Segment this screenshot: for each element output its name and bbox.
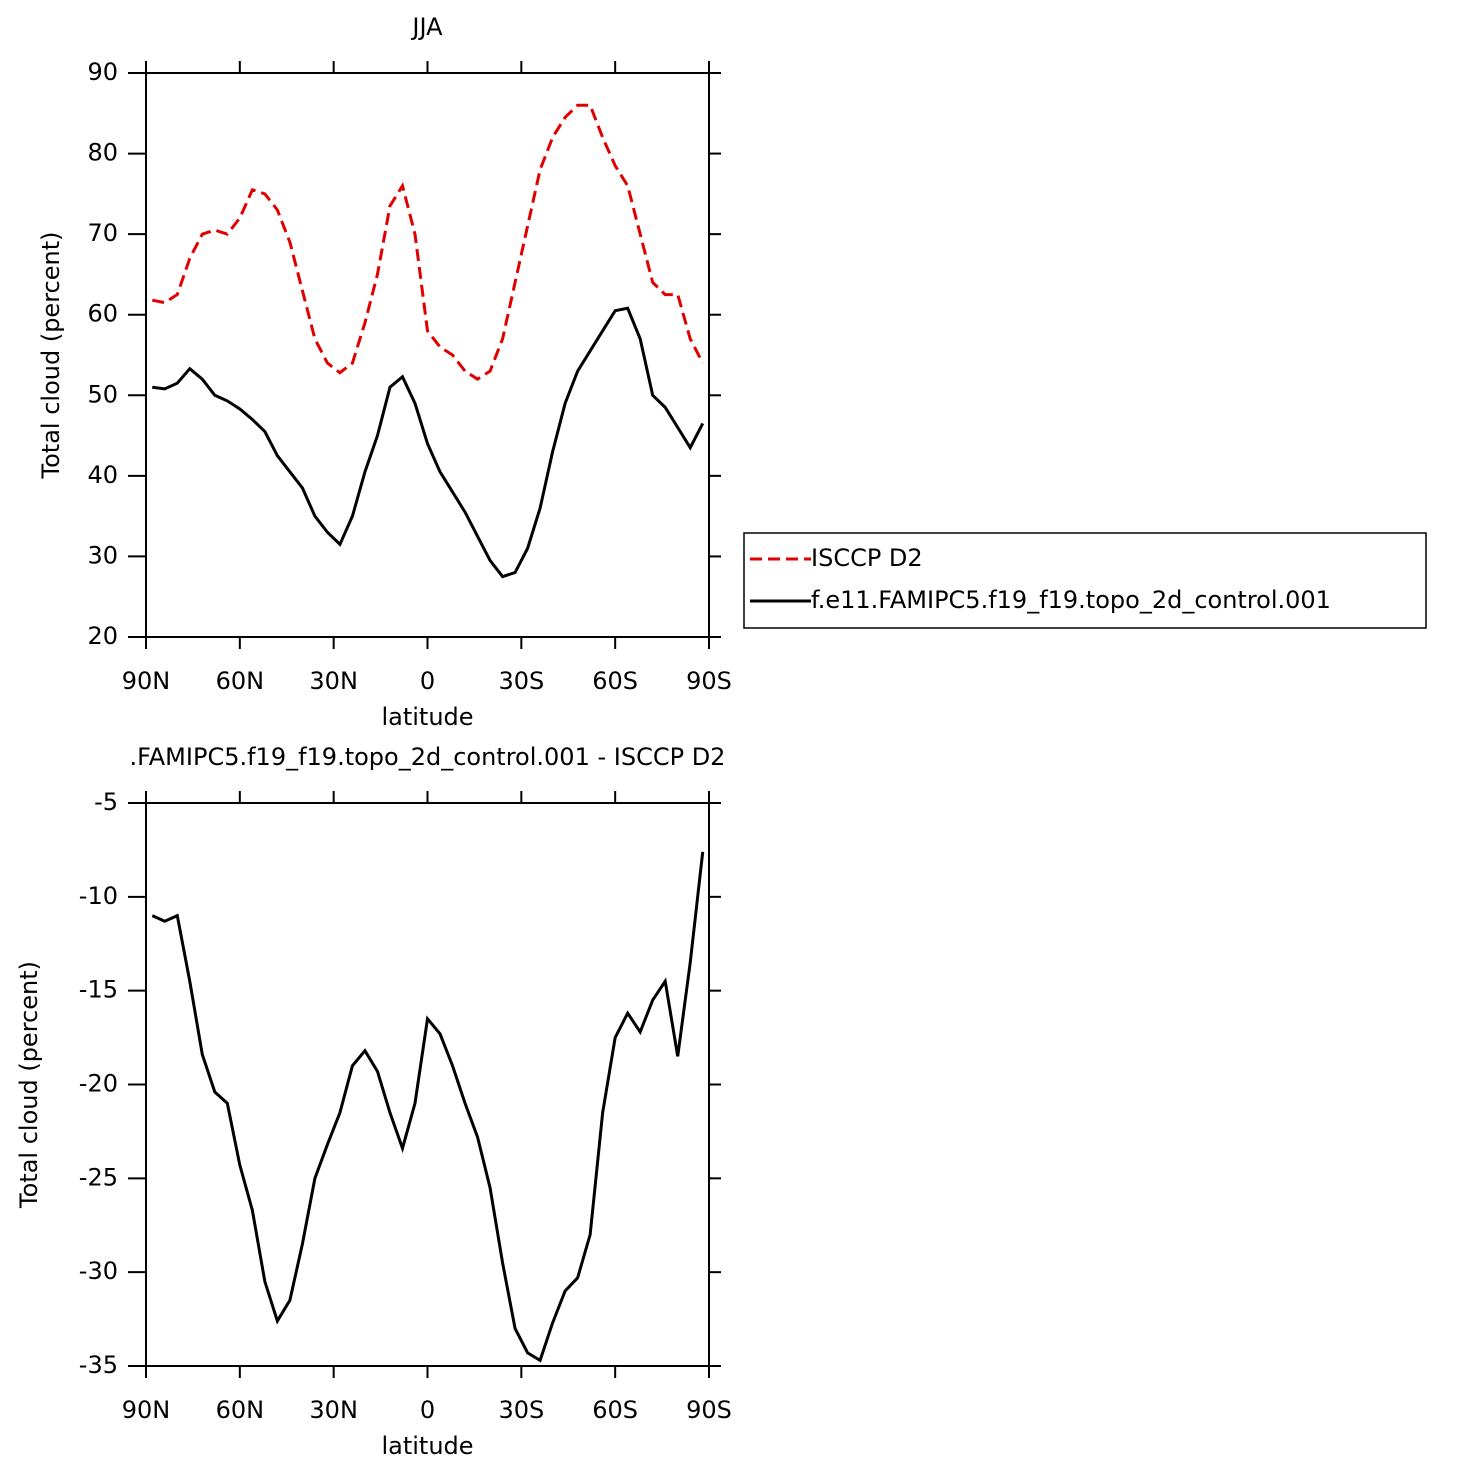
- y-tick-label: 30: [87, 541, 118, 569]
- legend-label: f.e11.FAMIPC5.f19_f19.topo_2d_control.00…: [811, 586, 1331, 614]
- chart-title: .FAMIPC5.f19_f19.topo_2d_control.001 - I…: [130, 743, 726, 771]
- x-tick-label: 0: [420, 1396, 435, 1424]
- y-tick-label: 90: [87, 58, 118, 86]
- legend-box: [743, 532, 1427, 629]
- legend-label: ISCCP D2: [811, 544, 923, 572]
- x-tick-label: 90N: [122, 1396, 171, 1424]
- plot-frame: [145, 72, 710, 638]
- y-tick-label: 20: [87, 622, 118, 650]
- x-tick-label: 30N: [309, 1396, 358, 1424]
- y-axis-label: Total cloud (percent): [15, 961, 43, 1209]
- y-tick-label: -30: [79, 1257, 118, 1285]
- x-tick-label: 30S: [498, 667, 544, 695]
- y-tick-label: -25: [79, 1163, 118, 1191]
- series-line: [151, 103, 705, 381]
- x-tick-label: 90N: [122, 667, 171, 695]
- y-tick-label: 50: [87, 380, 118, 408]
- y-tick-label: -20: [79, 1070, 118, 1098]
- y-tick-label: 80: [87, 139, 118, 167]
- y-axis-label: Total cloud (percent): [37, 232, 65, 480]
- series-line: [152, 306, 705, 579]
- plot-frame: [145, 802, 710, 1367]
- x-tick-label: 90S: [686, 1396, 732, 1424]
- x-tick-label: 60S: [592, 667, 638, 695]
- y-tick-label: 40: [87, 461, 118, 489]
- x-axis-label: latitude: [381, 703, 473, 731]
- x-tick-label: 0: [420, 667, 435, 695]
- chart-title: JJA: [410, 13, 443, 41]
- series-line: [151, 851, 705, 1363]
- x-tick-label: 30N: [309, 667, 358, 695]
- x-tick-label: 60S: [592, 1396, 638, 1424]
- x-tick-label: 90S: [686, 667, 732, 695]
- y-tick-label: -35: [79, 1351, 118, 1379]
- x-tick-label: 30S: [498, 1396, 544, 1424]
- y-tick-label: -15: [79, 976, 118, 1004]
- x-tick-label: 60N: [216, 1396, 265, 1424]
- y-tick-label: 70: [87, 219, 118, 247]
- x-axis-label: latitude: [381, 1432, 473, 1460]
- y-tick-label: 60: [87, 300, 118, 328]
- y-tick-label: -5: [94, 788, 118, 816]
- x-tick-label: 60N: [216, 667, 265, 695]
- y-tick-label: -10: [79, 882, 118, 910]
